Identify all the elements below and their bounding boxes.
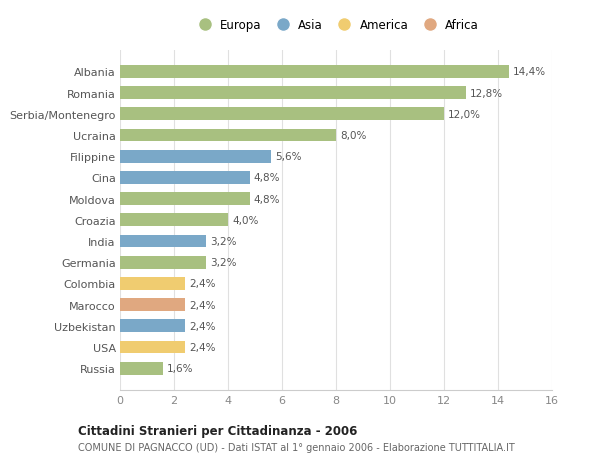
Bar bbox=[120, 87, 466, 100]
Bar bbox=[120, 362, 163, 375]
Text: 8,0%: 8,0% bbox=[340, 131, 367, 141]
Bar bbox=[120, 341, 185, 353]
Text: Cittadini Stranieri per Cittadinanza - 2006: Cittadini Stranieri per Cittadinanza - 2… bbox=[78, 425, 358, 437]
Text: 5,6%: 5,6% bbox=[275, 152, 302, 162]
Bar bbox=[120, 235, 206, 248]
Bar bbox=[120, 193, 250, 206]
Text: 3,2%: 3,2% bbox=[211, 257, 237, 268]
Text: 2,4%: 2,4% bbox=[189, 300, 215, 310]
Bar bbox=[120, 172, 250, 185]
Text: 4,8%: 4,8% bbox=[254, 173, 280, 183]
Text: 4,8%: 4,8% bbox=[254, 194, 280, 204]
Text: 4,0%: 4,0% bbox=[232, 215, 259, 225]
Text: COMUNE DI PAGNACCO (UD) - Dati ISTAT al 1° gennaio 2006 - Elaborazione TUTTITALI: COMUNE DI PAGNACCO (UD) - Dati ISTAT al … bbox=[78, 442, 515, 452]
Bar bbox=[120, 151, 271, 163]
Text: 2,4%: 2,4% bbox=[189, 342, 215, 352]
Text: 2,4%: 2,4% bbox=[189, 321, 215, 331]
Bar bbox=[120, 298, 185, 311]
Text: 14,4%: 14,4% bbox=[513, 67, 546, 77]
Text: 12,0%: 12,0% bbox=[448, 110, 481, 119]
Bar bbox=[120, 256, 206, 269]
Bar bbox=[120, 129, 336, 142]
Text: 3,2%: 3,2% bbox=[211, 236, 237, 246]
Bar bbox=[120, 320, 185, 332]
Text: 1,6%: 1,6% bbox=[167, 364, 194, 373]
Bar bbox=[120, 108, 444, 121]
Legend: Europa, Asia, America, Africa: Europa, Asia, America, Africa bbox=[190, 16, 482, 36]
Bar bbox=[120, 66, 509, 78]
Text: 2,4%: 2,4% bbox=[189, 279, 215, 289]
Bar bbox=[120, 277, 185, 290]
Bar bbox=[120, 214, 228, 227]
Text: 12,8%: 12,8% bbox=[470, 89, 503, 98]
